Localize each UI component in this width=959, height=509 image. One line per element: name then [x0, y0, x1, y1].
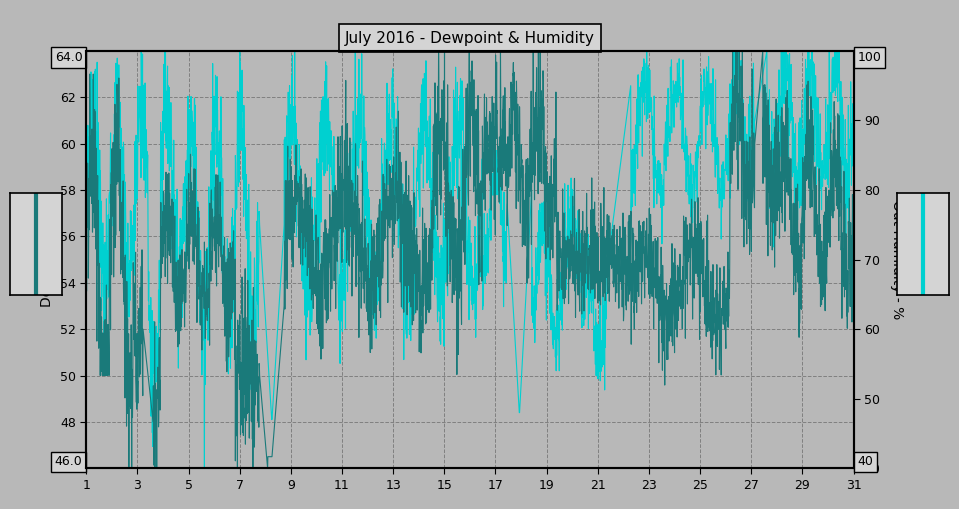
Text: 40: 40 — [857, 455, 874, 468]
Text: 46.0: 46.0 — [55, 455, 82, 468]
Text: 100: 100 — [857, 51, 881, 64]
Y-axis label: Out Humidity - %: Out Humidity - % — [891, 200, 904, 319]
Y-axis label: Dewpoint - °F: Dewpoint - °F — [40, 212, 55, 307]
Text: 64.0: 64.0 — [55, 51, 82, 64]
Title: July 2016 - Dewpoint & Humidity: July 2016 - Dewpoint & Humidity — [345, 31, 595, 46]
